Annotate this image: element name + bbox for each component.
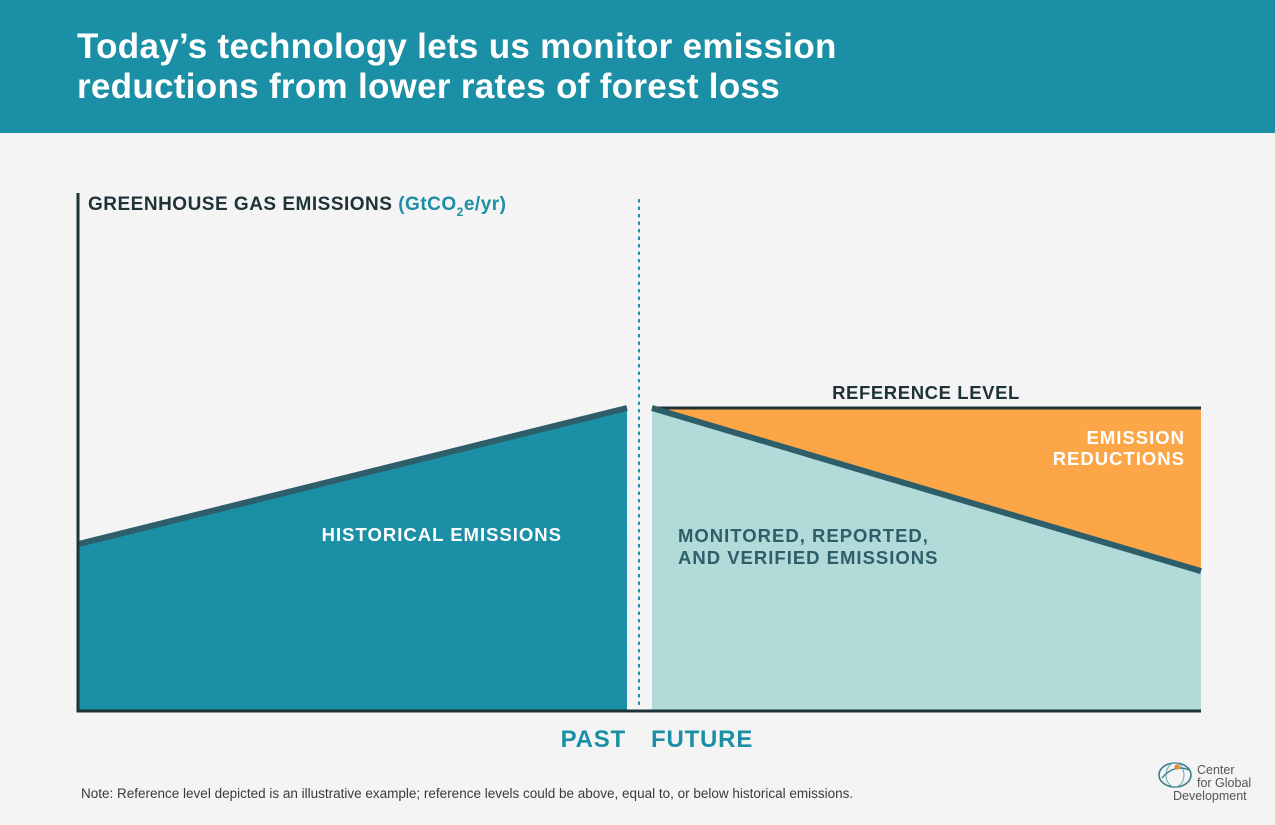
historical-trend-line — [78, 405, 628, 547]
logo-line-2: for Global — [1197, 776, 1252, 790]
monitored-trend-line — [651, 405, 1202, 574]
footnote: Note: Reference level depicted is an ill… — [81, 786, 854, 801]
y-axis-label: GREENHOUSE GAS EMISSIONS (GtCO2e/yr) — [88, 194, 507, 219]
title-banner: Today’s technology lets us monitor emiss… — [0, 0, 1275, 133]
cgd-logo-icon — [1158, 762, 1192, 788]
x-label-future: FUTURE — [651, 726, 753, 753]
cgd-logo-text: Center for Global Development — [1173, 764, 1251, 803]
historical-emissions-area — [79, 408, 627, 710]
y-axis-unit-subscript: 2 — [457, 205, 464, 219]
y-axis-label-main: GREENHOUSE GAS EMISSIONS — [88, 194, 398, 215]
monitored-emissions-label-line-2: AND VERIFIED EMISSIONS — [678, 547, 938, 568]
reference-level-label: REFERENCE LEVEL — [832, 382, 1020, 403]
title-line-2: reductions from lower rates of forest lo… — [77, 67, 781, 106]
page-title: Today’s technology lets us monitor emiss… — [77, 27, 1177, 107]
historical-emissions-label: HISTORICAL EMISSIONS — [322, 524, 562, 545]
y-axis-unit-rest: e/yr) — [464, 194, 507, 215]
monitored-emissions-label-line-1: MONITORED, REPORTED, — [678, 525, 929, 546]
monitored-emissions-area — [652, 408, 1201, 710]
emission-reductions-label-line-1: EMISSION — [1087, 427, 1185, 448]
title-line-1: Today’s technology lets us monitor emiss… — [77, 27, 837, 66]
logo-line-3: Development — [1173, 789, 1247, 803]
logo-line-1: Center — [1197, 763, 1235, 777]
x-label-past: PAST — [561, 726, 626, 753]
emission-reductions-label-line-2: REDUCTIONS — [1053, 448, 1185, 469]
y-axis-unit: (GtCO — [398, 194, 456, 215]
